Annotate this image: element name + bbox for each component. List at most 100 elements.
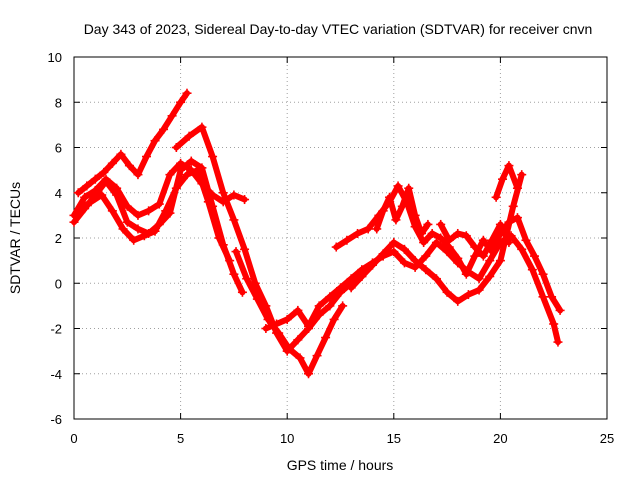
data-point-marker <box>171 143 181 152</box>
data-point-marker <box>182 170 192 180</box>
data-point-marker <box>184 131 194 141</box>
data-point-marker <box>186 156 196 166</box>
data-point-marker <box>517 244 527 254</box>
data-point-marker <box>133 210 143 220</box>
data-point-marker <box>176 165 186 175</box>
series-arc-10 <box>372 183 433 238</box>
data-point-marker <box>353 228 363 238</box>
data-point-marker <box>553 337 563 347</box>
data-point-marker <box>495 256 505 266</box>
data-point-marker <box>237 287 247 297</box>
data-point-marker <box>512 213 522 223</box>
data-point-marker <box>478 235 488 245</box>
data-point-marker <box>325 292 335 302</box>
data-point-marker <box>461 269 471 279</box>
data-point-marker <box>122 201 132 211</box>
data-point-marker <box>261 324 271 333</box>
data-point-marker <box>547 292 557 302</box>
y-tick-label: 0 <box>55 276 62 291</box>
data-point-marker <box>419 238 429 248</box>
data-point-marker <box>304 321 314 331</box>
data-point-marker <box>478 251 488 261</box>
data-point-marker <box>141 152 151 162</box>
data-point-marker <box>417 228 427 238</box>
data-point-marker <box>410 210 420 220</box>
data-point-marker <box>293 335 303 345</box>
data-point-marker <box>304 369 314 379</box>
data-point-marker <box>512 183 522 193</box>
data-point-marker <box>427 228 437 238</box>
data-point-marker <box>389 247 399 257</box>
data-point-marker <box>107 158 117 168</box>
x-tick-label: 20 <box>493 431 507 446</box>
chart-title: Day 343 of 2023, Sidereal Day-to-day VTE… <box>84 21 593 37</box>
data-point-marker <box>133 224 143 234</box>
data-point-marker <box>367 260 377 270</box>
data-point-marker <box>393 181 403 191</box>
data-point-marker <box>431 274 441 284</box>
data-point-marker <box>463 290 473 300</box>
x-tick-label: 0 <box>70 431 77 446</box>
data-point-marker <box>461 231 471 241</box>
y-axis-label: SDTVAR / TECUs <box>7 182 23 294</box>
data-point-marker <box>485 256 495 266</box>
data-point-marker <box>193 165 203 175</box>
x-tick-label: 15 <box>387 431 401 446</box>
x-axis: 0 5 10 15 20 25 <box>70 57 614 446</box>
data-point-marker <box>129 235 139 245</box>
data-point-marker <box>107 206 117 216</box>
data-point-marker <box>90 174 100 184</box>
data-point-marker <box>423 219 433 229</box>
series-arc-6 <box>231 247 348 379</box>
data-point-marker <box>372 224 382 234</box>
data-point-marker <box>436 219 446 229</box>
data-point-marker <box>165 170 175 180</box>
data-point-marker <box>336 283 345 293</box>
data-point-marker <box>229 215 239 225</box>
data-point-marker <box>421 251 431 261</box>
series-line <box>233 248 346 377</box>
data-point-marker <box>144 206 154 216</box>
series-line <box>493 162 521 201</box>
data-point-marker <box>474 285 484 295</box>
data-point-marker <box>504 238 514 248</box>
data-point-marker <box>338 301 348 311</box>
data-point-marker <box>314 301 324 311</box>
data-point-marker <box>101 176 111 186</box>
data-point-marker <box>453 253 463 263</box>
data-point-marker <box>133 170 143 180</box>
data-point-marker <box>284 344 294 354</box>
data-point-marker <box>118 224 128 234</box>
data-point-marker <box>214 233 224 243</box>
data-point-marker <box>385 192 395 202</box>
data-point-marker <box>357 271 367 281</box>
data-point-marker <box>399 258 409 268</box>
data-point-marker <box>397 201 407 211</box>
data-point-marker <box>139 231 149 241</box>
data-point-marker <box>73 188 83 198</box>
y-tick-label: 10 <box>48 50 62 65</box>
data-point-marker <box>229 190 239 200</box>
data-point-marker <box>159 124 169 134</box>
data-point-marker <box>404 183 414 193</box>
data-point-marker <box>80 192 90 202</box>
data-point-marker <box>312 351 322 361</box>
data-point-marker <box>378 249 388 259</box>
data-point-marker <box>421 265 431 275</box>
data-point-marker <box>491 192 501 202</box>
data-point-marker <box>331 242 341 252</box>
y-tick-label: 2 <box>55 231 62 246</box>
data-point-marker <box>549 319 559 329</box>
data-point-marker <box>485 271 495 281</box>
x-tick-label: 10 <box>280 431 294 446</box>
data-point-marker <box>203 197 213 207</box>
x-tick-label: 25 <box>600 431 614 446</box>
data-point-marker <box>150 226 160 236</box>
y-tick-label: 4 <box>55 186 62 201</box>
data-point-marker <box>436 233 446 243</box>
data-point-marker <box>167 111 177 121</box>
data-point-marker <box>527 265 537 275</box>
data-point-marker <box>171 183 181 193</box>
data-point-marker <box>263 314 273 324</box>
